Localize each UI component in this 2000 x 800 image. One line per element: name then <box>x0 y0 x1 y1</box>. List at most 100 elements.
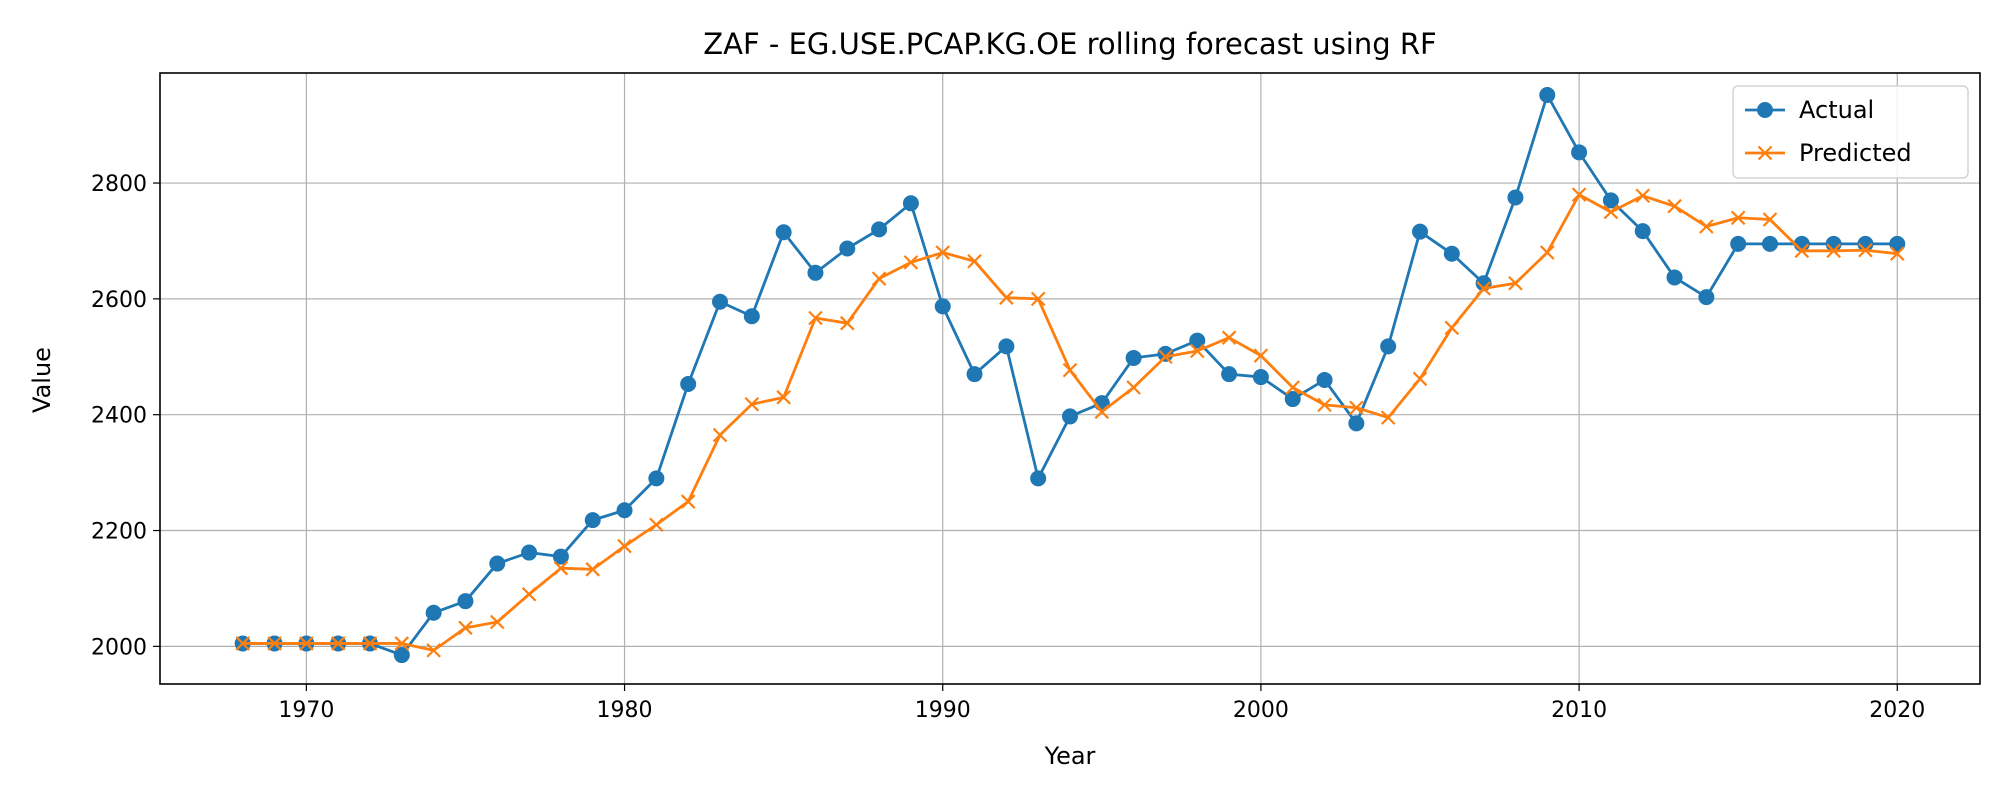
data-point-actual <box>1730 235 1747 252</box>
data-point-actual <box>1443 245 1460 262</box>
data-point-predicted <box>1508 275 1523 291</box>
chart-title: ZAF - EG.USE.PCAP.KG.OE rolling forecast… <box>703 27 1436 61</box>
data-point-predicted <box>712 427 728 443</box>
data-point-predicted <box>1603 204 1619 220</box>
data-point-actual <box>680 376 697 393</box>
y-tick-label: 2600 <box>91 288 147 313</box>
data-point-actual <box>966 366 983 383</box>
data-point-actual <box>1030 470 1047 487</box>
data-point-actual <box>743 308 760 325</box>
data-point-predicted <box>1158 349 1173 365</box>
data-point-predicted <box>808 310 823 326</box>
data-point-actual <box>1252 369 1269 386</box>
data-point-predicted <box>871 271 887 286</box>
data-point-actual <box>1666 269 1683 286</box>
data-point-actual <box>1221 366 1238 383</box>
legend-marker-actual <box>1757 102 1773 118</box>
data-point-actual <box>489 555 506 572</box>
data-point-predicted <box>1030 291 1046 307</box>
data-point-actual <box>1062 408 1078 425</box>
data-point-predicted <box>680 494 696 509</box>
data-point-actual <box>839 240 856 257</box>
data-point-predicted <box>1062 362 1078 378</box>
data-point-predicted <box>394 636 410 651</box>
data-point-predicted <box>362 636 378 651</box>
data-point-predicted <box>553 560 569 576</box>
data-point-predicted <box>1253 348 1269 363</box>
data-point-actual <box>648 470 665 487</box>
y-tick-label: 2400 <box>91 404 147 429</box>
data-point-actual <box>1698 289 1715 306</box>
data-point-predicted <box>426 643 441 658</box>
y-tick-label: 2000 <box>91 635 147 660</box>
data-point-actual <box>807 264 824 281</box>
data-point-actual <box>521 544 538 561</box>
data-point-actual <box>712 293 728 310</box>
data-point-actual <box>1507 189 1524 206</box>
data-point-predicted <box>1380 410 1396 425</box>
data-point-actual <box>552 548 569 565</box>
legend-box <box>1732 85 1969 179</box>
data-point-actual <box>1125 349 1142 366</box>
data-point-predicted <box>744 396 760 412</box>
data-point-actual <box>871 221 888 238</box>
data-point-predicted <box>617 538 632 554</box>
data-point-predicted <box>1412 371 1428 387</box>
data-point-predicted <box>1762 212 1778 227</box>
x-tick-label: 1970 <box>278 698 334 723</box>
plot-area-frame <box>159 72 1981 685</box>
data-point-predicted <box>967 253 982 269</box>
data-point-predicted <box>1444 320 1460 336</box>
data-point-actual <box>1634 223 1651 240</box>
data-point-predicted <box>1189 343 1205 359</box>
series-layer <box>234 87 1906 664</box>
data-point-predicted <box>299 636 314 651</box>
data-point-predicted <box>776 390 791 405</box>
legend: Actual Predicted <box>1732 85 1969 179</box>
x-tick-label: 2020 <box>1869 698 1925 723</box>
axis-ticks: 1970 1980 1990 2000 2010 2020 2000 2200 2400 2600… <box>91 172 1925 723</box>
data-point-actual <box>1539 87 1556 104</box>
data-point-actual <box>1189 332 1206 349</box>
data-point-predicted <box>235 636 251 651</box>
data-point-actual <box>1348 415 1365 432</box>
x-axis-label: Year <box>1044 742 1096 770</box>
data-point-predicted <box>267 636 282 651</box>
data-point-actual <box>457 593 474 610</box>
data-point-actual <box>584 512 601 529</box>
data-point-predicted <box>999 290 1014 305</box>
data-point-predicted <box>649 517 664 533</box>
data-point-actual <box>1157 345 1174 362</box>
data-point-predicted <box>1826 243 1841 259</box>
data-point-actual <box>1380 338 1397 355</box>
data-point-actual <box>998 338 1015 355</box>
data-point-predicted <box>1571 187 1587 202</box>
data-point-predicted <box>585 562 601 577</box>
x-tick-label: 1980 <box>597 698 653 723</box>
data-point-predicted <box>1889 246 1905 261</box>
data-point-actual <box>1825 235 1842 252</box>
x-tick-label: 1990 <box>915 698 971 723</box>
data-point-actual <box>902 195 919 212</box>
data-point-predicted <box>521 586 537 602</box>
data-point-predicted <box>839 315 855 331</box>
data-point-predicted <box>1667 198 1682 214</box>
data-point-predicted <box>1221 330 1237 345</box>
data-point-predicted <box>330 636 346 651</box>
data-point-predicted <box>903 255 919 270</box>
data-point-predicted <box>1349 400 1364 416</box>
data-point-predicted <box>1476 281 1491 296</box>
data-point-predicted <box>1126 380 1141 395</box>
data-point-predicted <box>1635 188 1651 204</box>
data-point-actual <box>775 224 792 241</box>
data-point-predicted <box>1285 380 1301 395</box>
data-point-actual <box>393 647 410 664</box>
data-point-predicted <box>489 614 505 630</box>
data-point-predicted <box>1699 219 1714 234</box>
data-point-actual <box>934 298 951 315</box>
data-point-predicted <box>1794 243 1810 259</box>
data-point-actual <box>616 502 633 519</box>
legend-label-actual: Actual <box>1799 96 1874 124</box>
